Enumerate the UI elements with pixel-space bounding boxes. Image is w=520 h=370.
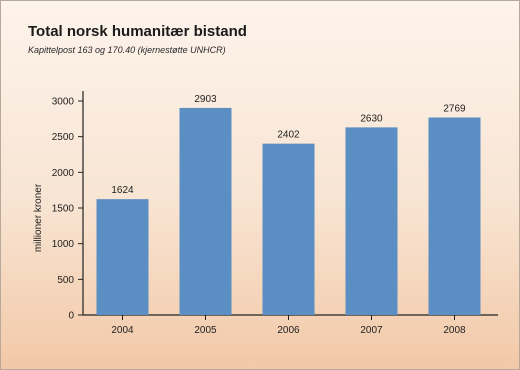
bar: [96, 199, 149, 315]
y-tick-label: 2500: [52, 132, 75, 143]
data-label: 2402: [277, 130, 300, 141]
x-tick-label: 2008: [443, 325, 466, 336]
data-label: 2903: [194, 94, 217, 105]
y-tick-label: 1000: [52, 239, 75, 250]
x-tick-label: 2006: [277, 325, 300, 336]
bar: [428, 117, 481, 315]
x-tick-label: 2004: [111, 325, 134, 336]
data-label: 1624: [111, 185, 134, 196]
chart-title: Total norsk humanitær bistand: [28, 23, 247, 40]
x-tick-label: 2007: [360, 325, 383, 336]
data-label: 2769: [443, 103, 466, 114]
y-tick-label: 500: [57, 275, 74, 286]
bar: [262, 143, 315, 315]
chart-subtitle: Kapittelpost 163 og 170.40 (kjernestøtte…: [28, 45, 226, 55]
data-label: 2630: [360, 113, 383, 124]
bar: [179, 107, 232, 315]
bar: [345, 127, 398, 315]
y-tick-label: 2000: [52, 168, 75, 179]
y-axis-title: millioner kroner: [33, 183, 44, 252]
y-tick-label: 0: [68, 311, 74, 322]
y-tick-label: 3000: [52, 97, 75, 108]
y-tick-label: 1500: [52, 204, 75, 215]
x-tick-label: 2005: [194, 325, 217, 336]
